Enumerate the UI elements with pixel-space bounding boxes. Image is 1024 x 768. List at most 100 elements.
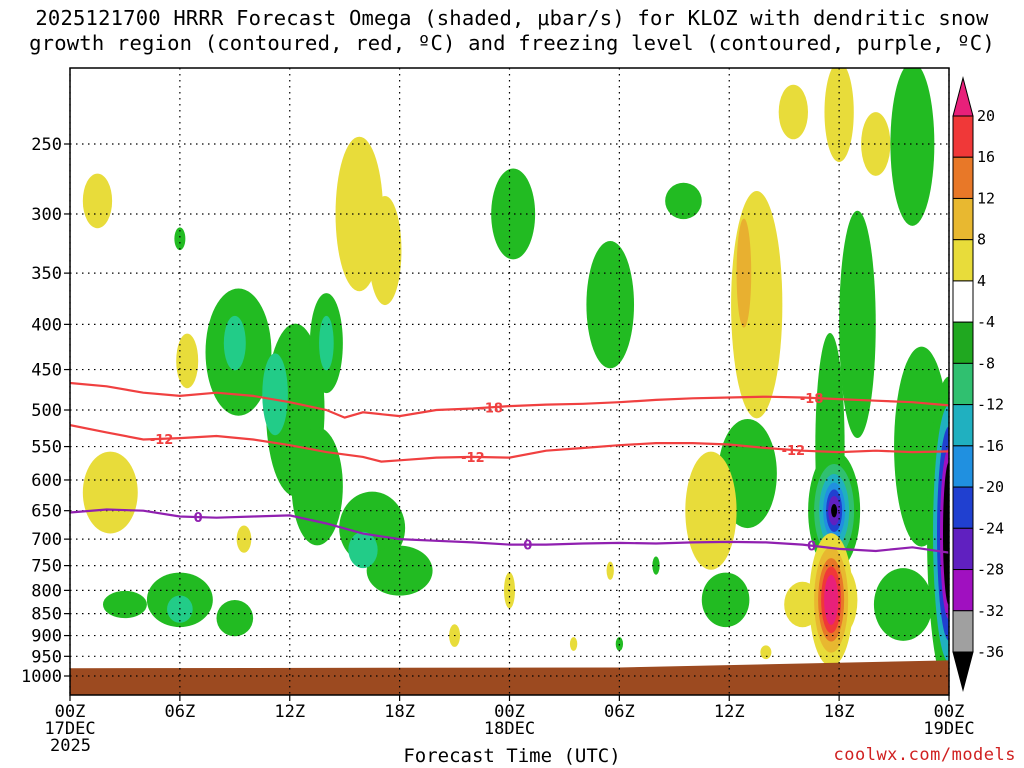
omega-region-green — [174, 227, 186, 251]
colorbar: 20 16 12 8 4 -4 -8 -12 -16 -20 -24 -28 -32 -36 — [952, 76, 1004, 692]
title-line-2: growth region (contoured, red, ºC) and f… — [29, 31, 995, 55]
colorbar-label: -8 — [977, 354, 995, 372]
omega-region-yellow — [606, 561, 614, 580]
omega-region-yellow — [760, 645, 772, 660]
colorbar-label: -32 — [977, 602, 1004, 620]
x-tick-date: 17DEC — [44, 719, 95, 739]
omega-region-green — [873, 568, 933, 641]
omega-region-green — [491, 168, 536, 260]
surface-terrain — [70, 660, 949, 695]
y-tick-label: 350 — [31, 264, 62, 284]
omega-region-yellow — [176, 333, 199, 389]
ascent-core-ring — [831, 504, 838, 518]
omega-region-green — [586, 241, 635, 369]
omega-region-green — [890, 68, 935, 226]
y-tick-label: 850 — [31, 605, 62, 625]
colorbar-label: 20 — [977, 107, 995, 125]
x-tick-label: 00Z — [934, 702, 965, 722]
y-tick-label: 550 — [31, 438, 62, 458]
omega-region-teal — [319, 315, 334, 371]
x-tick-date: 19DEC — [923, 719, 974, 739]
x-tick-label: 00Z — [494, 702, 525, 722]
omega-region-green — [102, 590, 147, 619]
omega-region-yellow — [685, 451, 737, 570]
x-tick-label: 12Z — [714, 702, 745, 722]
y-tick-label: 800 — [31, 581, 62, 601]
colorbar-bin — [952, 486, 974, 529]
colorbar-label: 16 — [977, 148, 995, 166]
contour-label: -12 — [461, 451, 485, 466]
colorbar-label: -16 — [977, 437, 1004, 455]
colorbar-label: -28 — [977, 561, 1004, 579]
colorbar-bin — [952, 404, 974, 447]
colorbar-bin — [952, 115, 974, 158]
colorbar-bin — [952, 197, 974, 241]
colorbar-bin — [952, 569, 974, 612]
contour-line — [70, 508, 949, 554]
omega-region-yellow — [861, 112, 891, 176]
contour-label: -12 — [782, 444, 806, 459]
omega-region-yellow — [778, 84, 808, 140]
title-line-1: 2025121700 HRRR Forecast Omega (shaded, … — [35, 6, 989, 30]
y-tick-label: 750 — [31, 557, 62, 577]
x-axis-label: Forecast Time (UTC) — [403, 745, 621, 767]
x-tick-label: 18Z — [824, 702, 855, 722]
omega-region-green — [652, 556, 660, 575]
colorbar-label: -36 — [977, 643, 1004, 661]
omega-region-yellow — [82, 451, 138, 534]
omega-region-yellow — [236, 525, 252, 553]
edge-ascent-ring — [943, 462, 949, 606]
colorbar-bottom-arrow — [952, 651, 974, 692]
omega-region-yellow — [569, 637, 578, 651]
contour-label: -12 — [150, 433, 174, 448]
contour-line — [70, 424, 949, 463]
colorbar-bin — [952, 445, 974, 488]
x-tick-label: 06Z — [604, 702, 635, 722]
contour-label: 0 — [523, 539, 532, 554]
y-axis-ticks: 2503003504004505005506006507007508008509… — [21, 135, 70, 687]
y-tick-label: 900 — [31, 627, 62, 647]
y-tick-label: 450 — [31, 361, 62, 381]
y-tick-label: 1000 — [21, 667, 62, 687]
colorbar-label: 4 — [977, 272, 986, 290]
descent-core-ring — [824, 574, 839, 625]
colorbar-bin — [952, 527, 974, 571]
y-tick-label: 500 — [31, 401, 62, 421]
y-tick-label: 300 — [31, 205, 62, 225]
omega-region-teal — [223, 315, 246, 371]
contour-label: 0 — [194, 511, 203, 526]
x-tick-year: 2025 — [50, 736, 91, 756]
omega-region-orange — [736, 218, 752, 328]
x-tick-label: 06Z — [165, 702, 196, 722]
y-tick-label: 600 — [31, 471, 62, 491]
colorbar-bin — [952, 156, 974, 199]
colorbar-label: -24 — [977, 519, 1004, 537]
temperature-contours: -18 -18 -12 -12 -12 0 0 0 — [70, 381, 949, 555]
contour-label: 0 — [807, 540, 816, 555]
x-tick-label: 00Z — [55, 702, 86, 722]
omega-region-green — [366, 545, 433, 596]
contour-line — [70, 381, 949, 419]
credit-text: coolwx.com/models — [833, 745, 1016, 765]
colorbar-label: -4 — [977, 313, 995, 331]
colorbar-top-arrow — [952, 76, 974, 117]
colorbar-bin — [952, 610, 974, 653]
omega-shading — [70, 68, 949, 695]
colorbar-label: 8 — [977, 231, 986, 249]
x-tick-label: 12Z — [274, 702, 305, 722]
y-tick-label: 950 — [31, 647, 62, 667]
x-tick-label: 18Z — [384, 702, 415, 722]
chart-title: 2025121700 HRRR Forecast Omega (shaded, … — [0, 6, 1024, 56]
omega-region-green — [665, 182, 702, 220]
contour-label: -18 — [479, 401, 503, 416]
y-tick-label: 650 — [31, 502, 62, 522]
omega-region-yellow — [82, 173, 113, 229]
omega-region-green — [701, 572, 750, 628]
colorbar-bin — [952, 280, 974, 323]
contour-label: -18 — [800, 392, 824, 407]
omega-region-green — [291, 427, 343, 546]
omega-region-yellow — [824, 68, 854, 162]
y-tick-label: 700 — [31, 530, 62, 550]
